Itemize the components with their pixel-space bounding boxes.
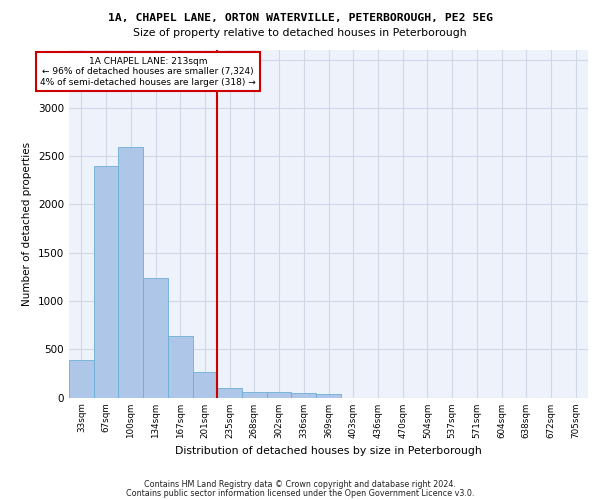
Text: 1A, CHAPEL LANE, ORTON WATERVILLE, PETERBOROUGH, PE2 5EG: 1A, CHAPEL LANE, ORTON WATERVILLE, PETER… — [107, 12, 493, 22]
Bar — [118, 146, 143, 398]
Bar — [217, 388, 242, 398]
Bar — [242, 392, 267, 398]
Bar — [316, 394, 341, 398]
Text: Size of property relative to detached houses in Peterborough: Size of property relative to detached ho… — [133, 28, 467, 38]
Text: 1A CHAPEL LANE: 213sqm
← 96% of detached houses are smaller (7,324)
4% of semi-d: 1A CHAPEL LANE: 213sqm ← 96% of detached… — [40, 57, 256, 86]
Bar — [168, 336, 193, 398]
Text: Contains HM Land Registry data © Crown copyright and database right 2024.: Contains HM Land Registry data © Crown c… — [144, 480, 456, 489]
Bar — [267, 392, 292, 398]
Y-axis label: Number of detached properties: Number of detached properties — [22, 142, 32, 306]
Bar — [292, 392, 316, 398]
X-axis label: Distribution of detached houses by size in Peterborough: Distribution of detached houses by size … — [175, 446, 482, 456]
Bar — [94, 166, 118, 398]
Bar — [143, 278, 168, 398]
Bar — [69, 360, 94, 398]
Text: Contains public sector information licensed under the Open Government Licence v3: Contains public sector information licen… — [126, 489, 474, 498]
Bar — [193, 372, 217, 398]
